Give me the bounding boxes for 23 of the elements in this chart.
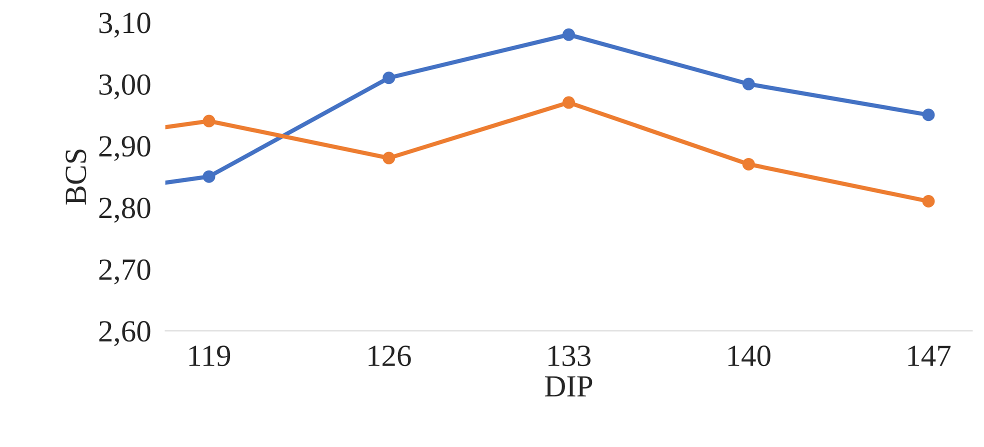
x-tick-label: 126: [368, 346, 411, 366]
point: [202, 114, 216, 128]
y-tick-label: 3,00: [99, 74, 150, 100]
point: [562, 96, 575, 109]
point: [382, 72, 396, 84]
y-tick-label: 2,60: [99, 321, 150, 346]
point: [922, 194, 935, 208]
y-tick-label: 2,70: [99, 259, 150, 284]
x-tick-label: 147: [908, 346, 951, 366]
point: [382, 152, 396, 164]
x-tick-label: 140: [728, 346, 770, 366]
x-axis-title: DIP: [545, 376, 592, 396]
point: [742, 158, 755, 170]
y-axis-title: BCS: [66, 150, 86, 205]
y-tick-label: 2,90: [99, 136, 150, 162]
y-tick-label: 3,10: [99, 12, 150, 38]
point: [202, 170, 216, 183]
point: [922, 108, 935, 122]
x-tick-label: 133: [548, 346, 590, 366]
y-tick-label: 2,80: [99, 198, 150, 223]
point: [742, 78, 755, 90]
point: [562, 28, 575, 41]
x-tick-label: 119: [189, 346, 230, 366]
